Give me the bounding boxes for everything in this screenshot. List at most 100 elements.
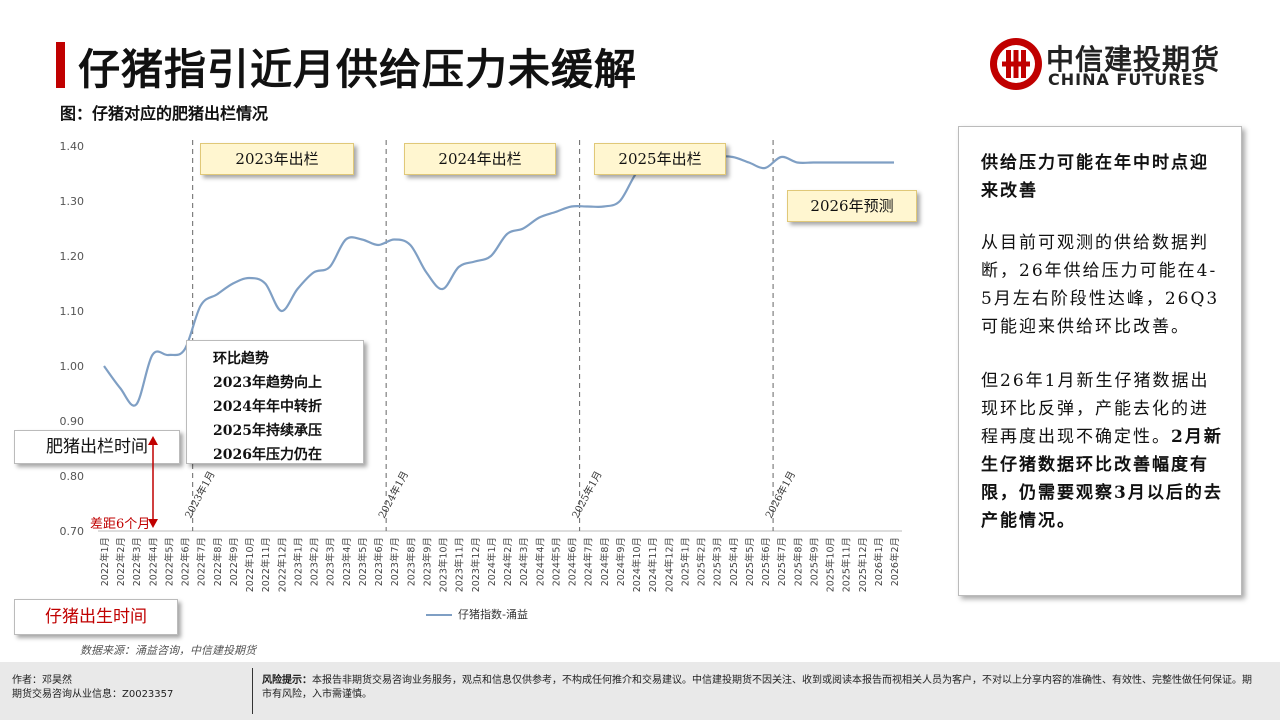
page-title: 仔猪指引近月供给压力未缓解 bbox=[78, 45, 638, 94]
x-tick-label: 2023年4月 bbox=[341, 537, 353, 586]
x-tick-label: 2024年8月 bbox=[599, 537, 611, 586]
y-tick-label: 0.80 bbox=[60, 470, 85, 483]
x-tick-label: 2024年10月 bbox=[631, 537, 643, 592]
title-accent-bar bbox=[56, 42, 65, 88]
note-paragraph-1: 从目前可观测的供给数据判断，26年供给压力可能在4-5月左右阶段性达峰，26Q3… bbox=[981, 233, 1220, 337]
footer-divider bbox=[252, 668, 253, 714]
data-source: 数据来源：涌益咨询，中信建投期货 bbox=[80, 644, 256, 657]
x-tick-label: 2022年5月 bbox=[163, 537, 175, 586]
x-tick-label: 2023年12月 bbox=[470, 537, 482, 592]
x-tick-label: 2024年11月 bbox=[647, 537, 659, 592]
legend-swatch bbox=[426, 614, 452, 616]
y-tick-label: 1.00 bbox=[60, 360, 85, 373]
author-name: 作者：邓昊然 bbox=[12, 675, 72, 686]
x-tick-label: 2022年7月 bbox=[196, 537, 208, 586]
x-tick-label: 2022年8月 bbox=[212, 537, 224, 586]
trend-summary-box: 环比趋势 2023年趋势向上 2024年年中转折 2025年持续承压 2026年… bbox=[186, 340, 364, 464]
note-text-bold: 2月新生仔猪数据环比改善幅度有限，仍需要观察3月以后的去产能情况。 bbox=[981, 427, 1223, 531]
trend-line: 2024年年中转折 bbox=[213, 399, 322, 415]
callout-2024: 2024年出栏 bbox=[404, 143, 556, 175]
series-line bbox=[103, 155, 894, 407]
x-tick-label: 2024年7月 bbox=[583, 537, 595, 586]
x-tick-label: 2022年6月 bbox=[180, 537, 192, 586]
figure-label: 图：仔猪对应的肥猪出栏情况 bbox=[60, 104, 269, 123]
x-tick-label: 2024年5月 bbox=[550, 537, 562, 586]
divider-label: 2025年1月 bbox=[569, 469, 605, 521]
x-tick-label: 2025年5月 bbox=[744, 537, 756, 586]
x-tick-label: 2025年12月 bbox=[857, 537, 869, 592]
y-tick-label: 0.90 bbox=[60, 415, 85, 428]
gap-label: 差距6个月 bbox=[90, 517, 151, 532]
x-tick-label: 2023年10月 bbox=[438, 537, 450, 592]
x-tick-label: 2025年10月 bbox=[825, 537, 837, 592]
x-tick-label: 2026年1月 bbox=[873, 537, 885, 586]
risk-disclaimer: 风险提示：本报告非期货交易咨询业务服务，观点和信息仅供参考，不构成任何推介和交易… bbox=[262, 674, 1252, 702]
x-tick-label: 2023年3月 bbox=[325, 537, 337, 586]
note-panel: 供给压力可能在年中时点迎来改善 从目前可观测的供给数据判断，26年供给压力可能在… bbox=[958, 126, 1242, 596]
logo-text-cn: 中信建投期货 bbox=[1046, 43, 1221, 76]
x-tick-label: 2025年9月 bbox=[808, 537, 820, 586]
footer-author-block: 作者：邓昊然 期货交易咨询从业信息：Z0023357 bbox=[12, 674, 173, 702]
x-tick-label: 2023年5月 bbox=[357, 537, 369, 586]
x-tick-label: 2022年9月 bbox=[228, 537, 240, 586]
x-tick-label: 2022年12月 bbox=[276, 537, 288, 592]
x-tick-label: 2023年1月 bbox=[292, 537, 304, 586]
logo-text-en: CHINA FUTURES bbox=[1048, 70, 1207, 89]
trend-line: 2025年持续承压 bbox=[213, 423, 322, 439]
citic-logo-icon bbox=[990, 38, 1042, 90]
x-tick-label: 2023年6月 bbox=[373, 537, 385, 586]
x-tick-label: 2022年1月 bbox=[99, 537, 111, 586]
x-tick-label: 2022年3月 bbox=[131, 537, 143, 586]
trend-line: 2023年趋势向上 bbox=[213, 375, 322, 391]
x-tick-label: 2024年1月 bbox=[486, 537, 498, 586]
x-tick-label: 2025年6月 bbox=[760, 537, 772, 586]
x-tick-label: 2022年4月 bbox=[147, 537, 159, 586]
note-heading: 供给压力可能在年中时点迎来改善 bbox=[981, 153, 1209, 201]
x-tick-label: 2024年6月 bbox=[567, 537, 579, 586]
risk-text: 本报告非期货交易咨询业务服务，观点和信息仅供参考，不构成任何推介和交易建议。中信… bbox=[262, 675, 1252, 700]
x-tick-label: 2023年8月 bbox=[405, 537, 417, 586]
x-tick-label: 2022年2月 bbox=[115, 537, 127, 586]
x-tick-label: 2025年7月 bbox=[776, 537, 788, 586]
divider-label: 2024年1月 bbox=[375, 469, 411, 521]
note-text-normal: 但26年1月新生仔猪数据出现环比反弹，产能去化的进程再度出现不确定性。 bbox=[981, 371, 1210, 447]
y-tick-label: 0.70 bbox=[60, 525, 85, 538]
x-tick-label: 2024年3月 bbox=[518, 537, 530, 586]
note-paragraph-2: 但26年1月新生仔猪数据出现环比反弹，产能去化的进程再度出现不确定性。2月新生仔… bbox=[981, 367, 1227, 535]
brand-logo: 中信建投期货 CHINA FUTURES bbox=[988, 36, 1228, 92]
x-tick-label: 2025年3月 bbox=[712, 537, 724, 586]
callout-2023: 2023年出栏 bbox=[200, 143, 354, 175]
x-tick-label: 2024年12月 bbox=[663, 537, 675, 592]
x-tick-label: 2024年4月 bbox=[534, 537, 546, 586]
trend-line: 环比趋势 bbox=[213, 351, 269, 367]
y-tick-label: 1.30 bbox=[60, 195, 85, 208]
x-tick-label: 2026年2月 bbox=[889, 537, 901, 586]
x-tick-label: 2025年8月 bbox=[792, 537, 804, 586]
x-tick-label: 2023年2月 bbox=[309, 537, 321, 586]
x-tick-label: 2022年10月 bbox=[244, 537, 256, 592]
y-tick-label: 1.10 bbox=[60, 305, 85, 318]
x-tick-label: 2025年4月 bbox=[728, 537, 740, 586]
gap-arrow-icon bbox=[148, 436, 158, 528]
x-tick-label: 2024年2月 bbox=[502, 537, 514, 586]
y-tick-label: 1.40 bbox=[60, 140, 85, 153]
divider-label: 2026年1月 bbox=[762, 469, 798, 521]
chart-legend: 仔猪指数-涌益 bbox=[426, 606, 528, 622]
callout-2026: 2026年预测 bbox=[787, 190, 917, 222]
risk-label: 风险提示： bbox=[262, 675, 312, 686]
author-license: 期货交易咨询从业信息：Z0023357 bbox=[12, 689, 174, 700]
birth-time-label: 仔猪出生时间 bbox=[14, 599, 178, 635]
footer: 作者：邓昊然 期货交易咨询从业信息：Z0023357 风险提示：本报告非期货交易… bbox=[0, 662, 1280, 720]
x-tick-label: 2023年11月 bbox=[454, 537, 466, 592]
x-tick-label: 2022年11月 bbox=[260, 537, 272, 592]
x-tick-label: 2025年1月 bbox=[679, 537, 691, 586]
x-tick-label: 2023年9月 bbox=[421, 537, 433, 586]
x-tick-label: 2025年11月 bbox=[841, 537, 853, 592]
x-tick-label: 2023年7月 bbox=[389, 537, 401, 586]
y-tick-label: 1.20 bbox=[60, 250, 85, 263]
legend-label: 仔猪指数-涌益 bbox=[458, 608, 528, 621]
x-tick-label: 2024年9月 bbox=[615, 537, 627, 586]
divider-label: 2023年1月 bbox=[182, 469, 218, 521]
callout-2025: 2025年出栏 bbox=[594, 143, 726, 175]
